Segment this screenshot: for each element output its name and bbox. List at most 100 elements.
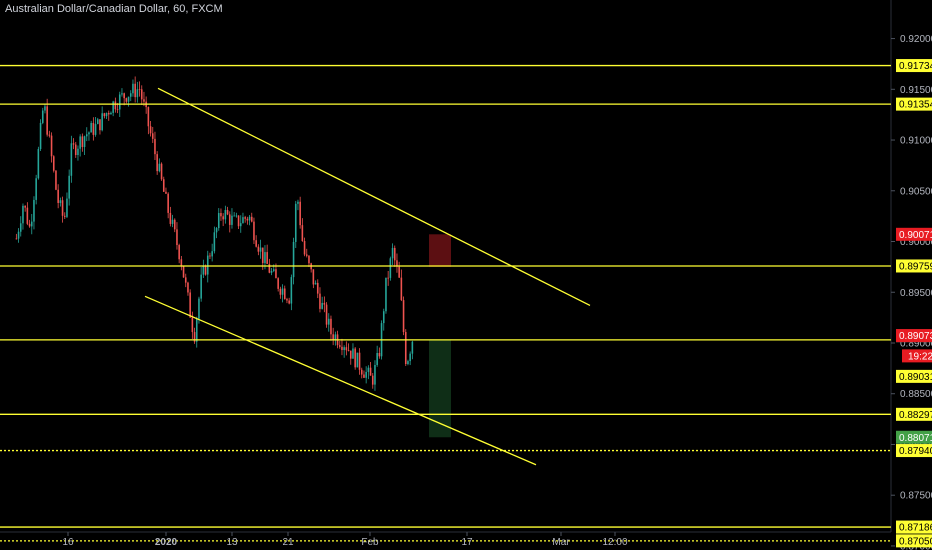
candle-body	[83, 136, 86, 147]
candle-body	[134, 83, 136, 98]
candle-body	[66, 198, 68, 217]
candle-body	[334, 334, 337, 341]
candle-body	[319, 293, 321, 309]
candle-body	[189, 292, 191, 318]
candle-body	[222, 216, 224, 220]
candle-body	[231, 215, 233, 225]
candle-body	[367, 367, 370, 372]
candle-body	[275, 269, 277, 279]
price-tag-bg-level	[896, 59, 932, 73]
price-tag-level: 0.91734	[899, 61, 932, 72]
upper-trendline	[157, 87, 591, 307]
candle-body	[259, 247, 262, 252]
candle-body	[338, 345, 341, 347]
candle-body	[312, 269, 315, 285]
candle-body	[77, 148, 79, 156]
candle-body	[202, 266, 205, 275]
candle-body	[59, 200, 62, 203]
candle-body	[88, 132, 90, 135]
candle-body	[107, 112, 110, 115]
candle-body	[248, 216, 251, 221]
candle-body	[81, 136, 84, 147]
candle-body	[396, 260, 398, 267]
candle-body	[85, 134, 88, 137]
price-tag-bg-stop	[896, 227, 932, 241]
candle-body	[140, 89, 143, 100]
candle-body	[37, 149, 40, 179]
candle-body	[374, 364, 376, 385]
candle-body	[184, 277, 187, 283]
candle-body	[228, 214, 231, 225]
price-tag-bg-countdown	[902, 349, 932, 363]
candle-body	[376, 352, 378, 365]
candle-body	[50, 135, 53, 157]
candle-body	[24, 205, 26, 208]
candle-body	[68, 175, 70, 199]
trendlines	[144, 87, 591, 466]
candle-body	[160, 163, 163, 180]
candle-body	[195, 318, 198, 342]
candle-body	[178, 245, 180, 260]
candle-body	[233, 215, 235, 217]
candle-body	[407, 361, 409, 365]
price-tag-bg-level	[896, 259, 932, 273]
candle-body	[378, 352, 381, 357]
candle-body	[268, 263, 271, 273]
candle-body	[264, 252, 266, 264]
candle-body	[162, 179, 165, 192]
candle-body	[400, 277, 403, 301]
candle-body	[41, 110, 44, 123]
candle-body	[204, 266, 207, 275]
candle-body	[323, 302, 326, 305]
price-tag-level: 0.87940	[899, 446, 932, 457]
candle-body	[321, 302, 323, 309]
price-tag-bg-level	[896, 520, 932, 534]
candle-body	[125, 98, 128, 102]
price-tag-stop: 0.90071	[899, 230, 932, 241]
candle-body	[136, 89, 139, 98]
candle-body	[110, 112, 112, 115]
candle-body	[261, 247, 264, 264]
price-tag-level: 0.87186	[899, 523, 932, 534]
candle-body	[114, 101, 117, 110]
price-tag-last: 0.89073	[899, 331, 932, 342]
candle-body	[279, 288, 282, 295]
candle-body	[147, 107, 150, 127]
target-zone	[429, 339, 451, 438]
candle-body	[191, 317, 194, 333]
candle-body	[154, 138, 156, 155]
candle-body	[363, 374, 365, 378]
candle-body	[171, 219, 174, 224]
candle-body	[116, 109, 119, 111]
time-tick-label: 16	[62, 537, 74, 548]
candle-body	[294, 203, 297, 242]
candle-body	[200, 274, 202, 299]
candle-body	[63, 215, 66, 217]
candle-body	[303, 240, 306, 255]
time-axis[interactable]: 16 2020 13 21 Feb 17 Mar 12:00	[62, 532, 628, 548]
candle-body	[94, 124, 97, 135]
candle-body	[220, 213, 222, 217]
time-tick-label: 17	[461, 537, 473, 548]
candle-body	[277, 278, 279, 289]
candle-body	[398, 266, 400, 278]
candle-body	[61, 200, 64, 216]
candle-body	[112, 101, 114, 113]
candle-body	[356, 352, 359, 368]
candle-body	[402, 300, 405, 333]
candle-body	[235, 215, 238, 217]
position-zones	[429, 234, 451, 438]
candle-body	[347, 350, 350, 352]
candle-body	[211, 251, 213, 257]
candle-body	[121, 93, 123, 95]
candle-body	[101, 113, 103, 131]
candle-body	[217, 213, 220, 229]
candle-body	[301, 225, 304, 241]
candle-body	[57, 189, 59, 203]
candle-body	[369, 367, 372, 376]
